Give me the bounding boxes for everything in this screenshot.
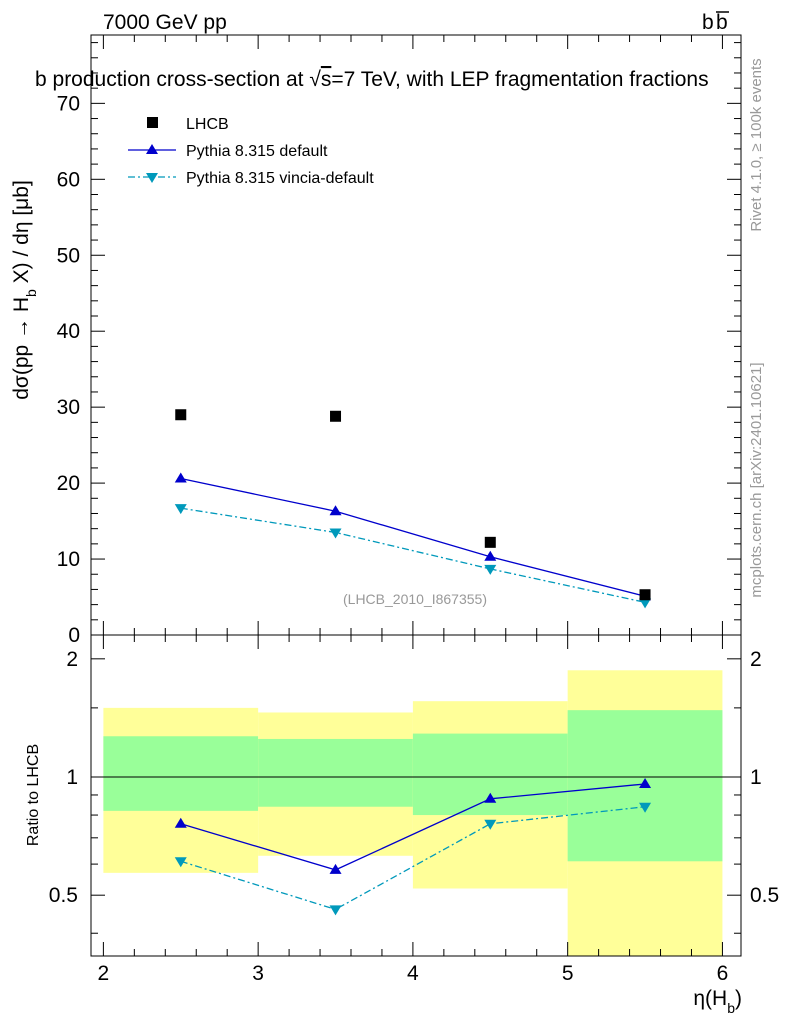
ratio-tick-label-left-2: 2 xyxy=(66,648,78,671)
legend-lhcb-label: LHCB xyxy=(186,116,229,133)
main-marker-series-0-0 xyxy=(174,472,187,483)
main-marker-series-1-2 xyxy=(484,564,497,575)
ylabel-sub: b xyxy=(23,289,39,297)
xlabel-sub: b xyxy=(727,1000,735,1016)
y-tick-label-70: 70 xyxy=(57,92,80,115)
title-suffix: =7 TeV, with LEP fragmentation fractions xyxy=(331,68,708,91)
mcplots-credit-text: mcplots.cern.ch [arXiv:2401.10621] xyxy=(748,362,765,597)
x-tick-label-6: 6 xyxy=(717,962,729,985)
legend-mc1-marker xyxy=(146,144,158,154)
y-tick-label-50: 50 xyxy=(57,244,80,267)
green-band-2 xyxy=(412,733,568,816)
ratio-tick-label-right-2: 2 xyxy=(750,648,762,671)
main-marker-series-0-2 xyxy=(484,550,497,561)
title-sqrt: √ xyxy=(309,68,321,91)
legend: LHCB Pythia 8.315 default Pythia 8.315 v… xyxy=(128,116,374,187)
y-tick-label-60: 60 xyxy=(57,168,80,191)
x-tick-label-5: 5 xyxy=(562,962,574,985)
ratio-marker-series-0-2 xyxy=(484,792,497,803)
ratio-tick-label-left-1: 1 xyxy=(66,766,78,789)
main-marker-series-1-3 xyxy=(639,598,652,609)
x-tick-label-3: 3 xyxy=(252,962,264,985)
ratio-tick-label-left-0.5: 0.5 xyxy=(49,884,78,907)
data-point-2 xyxy=(484,536,496,548)
ratio-line-series-0 xyxy=(180,783,646,871)
header-right-bbar: b xyxy=(716,11,728,34)
header-right-b: b xyxy=(702,11,714,34)
y-tick-label-0: 0 xyxy=(68,624,80,647)
green-band-1 xyxy=(258,738,413,807)
title-s: s xyxy=(321,68,332,91)
y-tick-label-20: 20 xyxy=(57,472,80,495)
y-tick-label-10: 10 xyxy=(57,548,80,571)
y-axis-label: dσ(pp → Hb X) / dη [μb] xyxy=(10,180,39,400)
ratio-marker-series-0-3 xyxy=(639,777,652,788)
analysis-watermark: (LHCB_2010_I867355) xyxy=(343,591,487,607)
ratio-marker-series-1-3 xyxy=(639,802,652,813)
main-marker-series-1-1 xyxy=(329,528,342,539)
chart-title: b production cross-section at √s=7 TeV, … xyxy=(35,68,709,91)
y-tick-label-40: 40 xyxy=(57,320,80,343)
xlabel-close: ) xyxy=(735,987,742,1010)
x-tick-label-4: 4 xyxy=(407,962,419,985)
header-left: 7000 GeV pp xyxy=(103,11,227,34)
ratio-uncertainty-bands xyxy=(103,670,723,956)
ratio-tick-label-right-1: 1 xyxy=(750,766,762,789)
ratio-line-series-1 xyxy=(180,806,646,911)
ylabel-rest: X) / dη [μb] xyxy=(10,180,33,289)
ylabel-main: dσ(pp → H xyxy=(10,297,33,400)
ratio-y-axis-label: Ratio to LHCB xyxy=(25,744,42,846)
xlabel-main: η(H xyxy=(693,987,727,1010)
ratio-tick-label-right-0.5: 0.5 xyxy=(750,884,779,907)
legend-lhcb-marker xyxy=(147,117,158,128)
ratio-marker-series-1-2 xyxy=(484,819,497,830)
main-marker-series-1-0 xyxy=(174,504,187,515)
ratio-plot-frame xyxy=(90,634,742,957)
main-series-group xyxy=(174,409,652,609)
ratio-marker-series-0-0 xyxy=(174,817,187,828)
ratio-marker-series-0-1 xyxy=(329,863,342,874)
x-axis-label: η(Hb) xyxy=(693,987,742,1016)
header-right: b b xyxy=(702,11,729,34)
main-line-series-0 xyxy=(180,477,646,597)
x-tick-label-2: 2 xyxy=(98,962,110,985)
y-tick-label-30: 30 xyxy=(57,396,80,419)
ratio-marker-series-1-1 xyxy=(329,905,342,916)
main-marker-series-0-1 xyxy=(329,505,342,516)
green-band-0 xyxy=(103,736,259,811)
legend-mc2-marker xyxy=(146,173,158,183)
legend-mc1-label: Pythia 8.315 default xyxy=(186,143,328,160)
data-point-1 xyxy=(330,410,342,422)
data-point-0 xyxy=(175,409,187,421)
main-line-series-1 xyxy=(180,507,646,603)
data-point-3 xyxy=(639,589,651,601)
title-prefix: b production cross-section at xyxy=(35,68,309,91)
rivet-version-text: Rivet 4.1.0, ≥ 100k events xyxy=(748,58,765,231)
ratio-series-group xyxy=(174,777,652,916)
legend-mc2-label: Pythia 8.315 vincia-default xyxy=(186,170,374,187)
ratio-marker-series-1-0 xyxy=(174,857,187,868)
